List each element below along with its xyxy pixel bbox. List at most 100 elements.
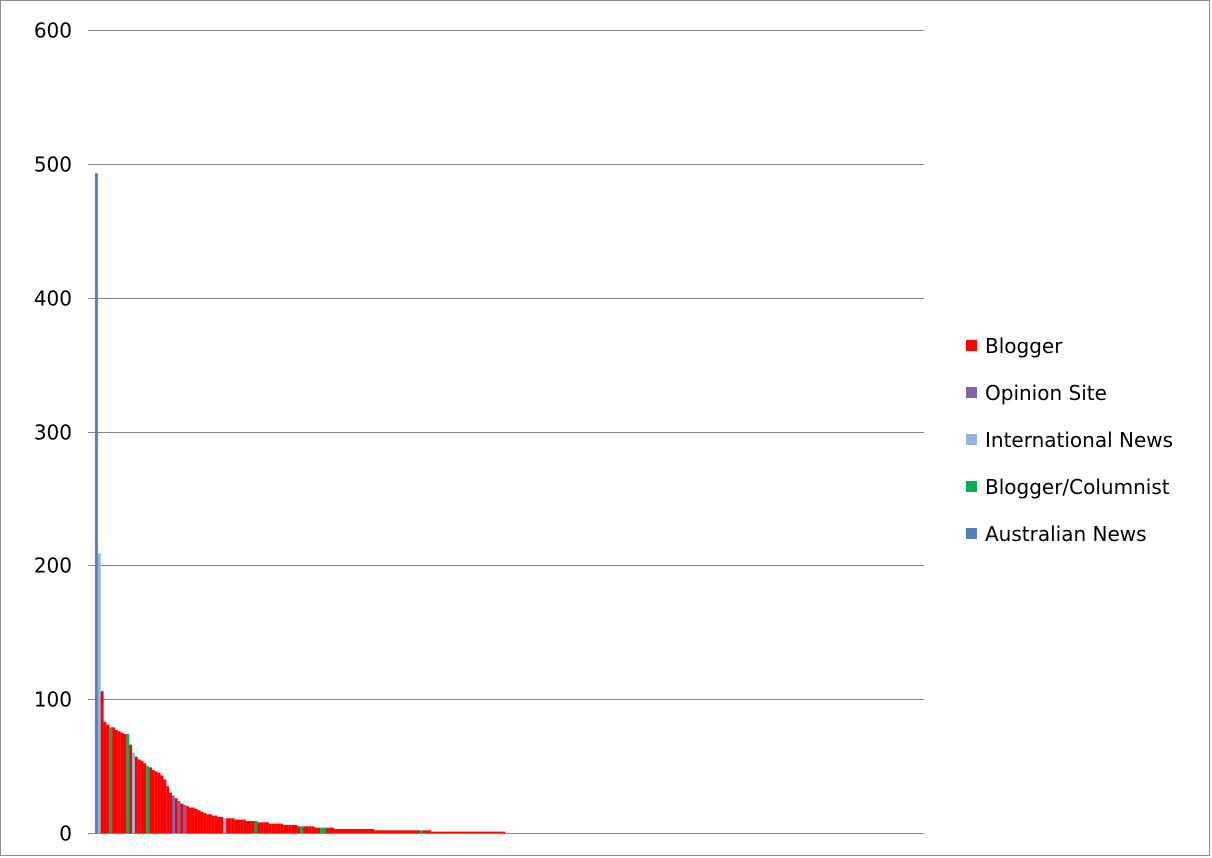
y-axis-ticks: 0 100 200 300 400 500 600 (34, 19, 72, 846)
bar (223, 818, 227, 833)
bar (371, 828, 375, 833)
bar (112, 727, 115, 833)
bar (137, 759, 141, 833)
bar (311, 826, 315, 833)
bar (305, 826, 309, 833)
legend-swatch-australian-news (966, 528, 977, 539)
bar (226, 818, 229, 833)
bar (482, 831, 486, 833)
bar (211, 815, 215, 833)
bar (214, 815, 218, 833)
bar (143, 763, 147, 833)
bar (240, 819, 244, 833)
bar (140, 760, 144, 833)
bar (251, 820, 255, 833)
bar (109, 727, 113, 833)
legend-item-international-news: International News (966, 416, 1173, 463)
bar (431, 831, 435, 833)
bar (271, 823, 275, 833)
bar (129, 744, 133, 833)
legend-item-australian-news: Australian News (966, 510, 1173, 557)
bar (368, 828, 372, 833)
y-tick-label: 600 (34, 19, 72, 43)
bar (283, 824, 286, 833)
bar (146, 766, 150, 833)
bar (479, 831, 483, 833)
bar (123, 733, 127, 833)
bar (354, 828, 358, 833)
bar (465, 831, 469, 833)
bar (408, 830, 412, 833)
legend-label-blogger-columnist: Blogger/Columnist (985, 474, 1170, 499)
bar (234, 819, 238, 833)
bar (303, 826, 306, 833)
bar (174, 798, 178, 833)
bar (149, 767, 153, 833)
bar (345, 828, 349, 833)
bar (439, 831, 443, 833)
bar (263, 822, 267, 833)
bar (243, 819, 247, 833)
bar (163, 779, 167, 833)
bar (285, 824, 289, 833)
bar (206, 814, 210, 833)
bar (325, 827, 329, 833)
bar (334, 828, 338, 833)
bar (428, 830, 432, 833)
bar (360, 828, 363, 833)
bar (248, 820, 252, 833)
bar (385, 830, 389, 833)
bar (114, 729, 118, 833)
bar (103, 721, 107, 833)
bar (294, 824, 298, 833)
bar (317, 827, 321, 833)
bar (260, 822, 264, 833)
bars (95, 173, 506, 834)
bar (451, 831, 455, 833)
bar (462, 831, 466, 833)
bar (454, 831, 457, 833)
bar (197, 810, 201, 833)
bar (437, 831, 440, 833)
legend-swatch-opinion-site (966, 387, 977, 398)
bar (100, 691, 104, 833)
bar (177, 800, 181, 833)
bar (496, 831, 500, 833)
legend-label-international-news: International News (985, 427, 1174, 452)
bar (411, 830, 415, 833)
bar (183, 804, 187, 833)
bar (382, 830, 386, 833)
bar (459, 831, 463, 833)
bar (422, 830, 426, 833)
bar (434, 831, 438, 833)
y-tick-label: 100 (34, 688, 72, 712)
bar (95, 173, 98, 833)
bar (491, 831, 495, 833)
bar (268, 823, 272, 833)
bar (254, 820, 258, 833)
bar (228, 818, 232, 833)
bar (405, 830, 409, 833)
bar (97, 553, 101, 833)
bar (203, 812, 207, 833)
bar (362, 828, 366, 833)
bar (485, 831, 489, 833)
y-tick-label: 500 (34, 153, 72, 177)
bar (308, 826, 312, 833)
y-tick-label: 200 (34, 554, 72, 578)
bar (237, 819, 241, 833)
bar (331, 827, 335, 833)
bar (220, 816, 224, 833)
bar (231, 818, 235, 833)
bar (186, 806, 190, 833)
bar (448, 831, 452, 833)
bar (442, 831, 446, 833)
y-tick-label: 400 (34, 287, 72, 311)
bar (171, 795, 175, 833)
bar (297, 826, 301, 833)
bar (365, 828, 369, 833)
bar (494, 831, 497, 833)
bar (397, 830, 400, 833)
bar (391, 830, 395, 833)
